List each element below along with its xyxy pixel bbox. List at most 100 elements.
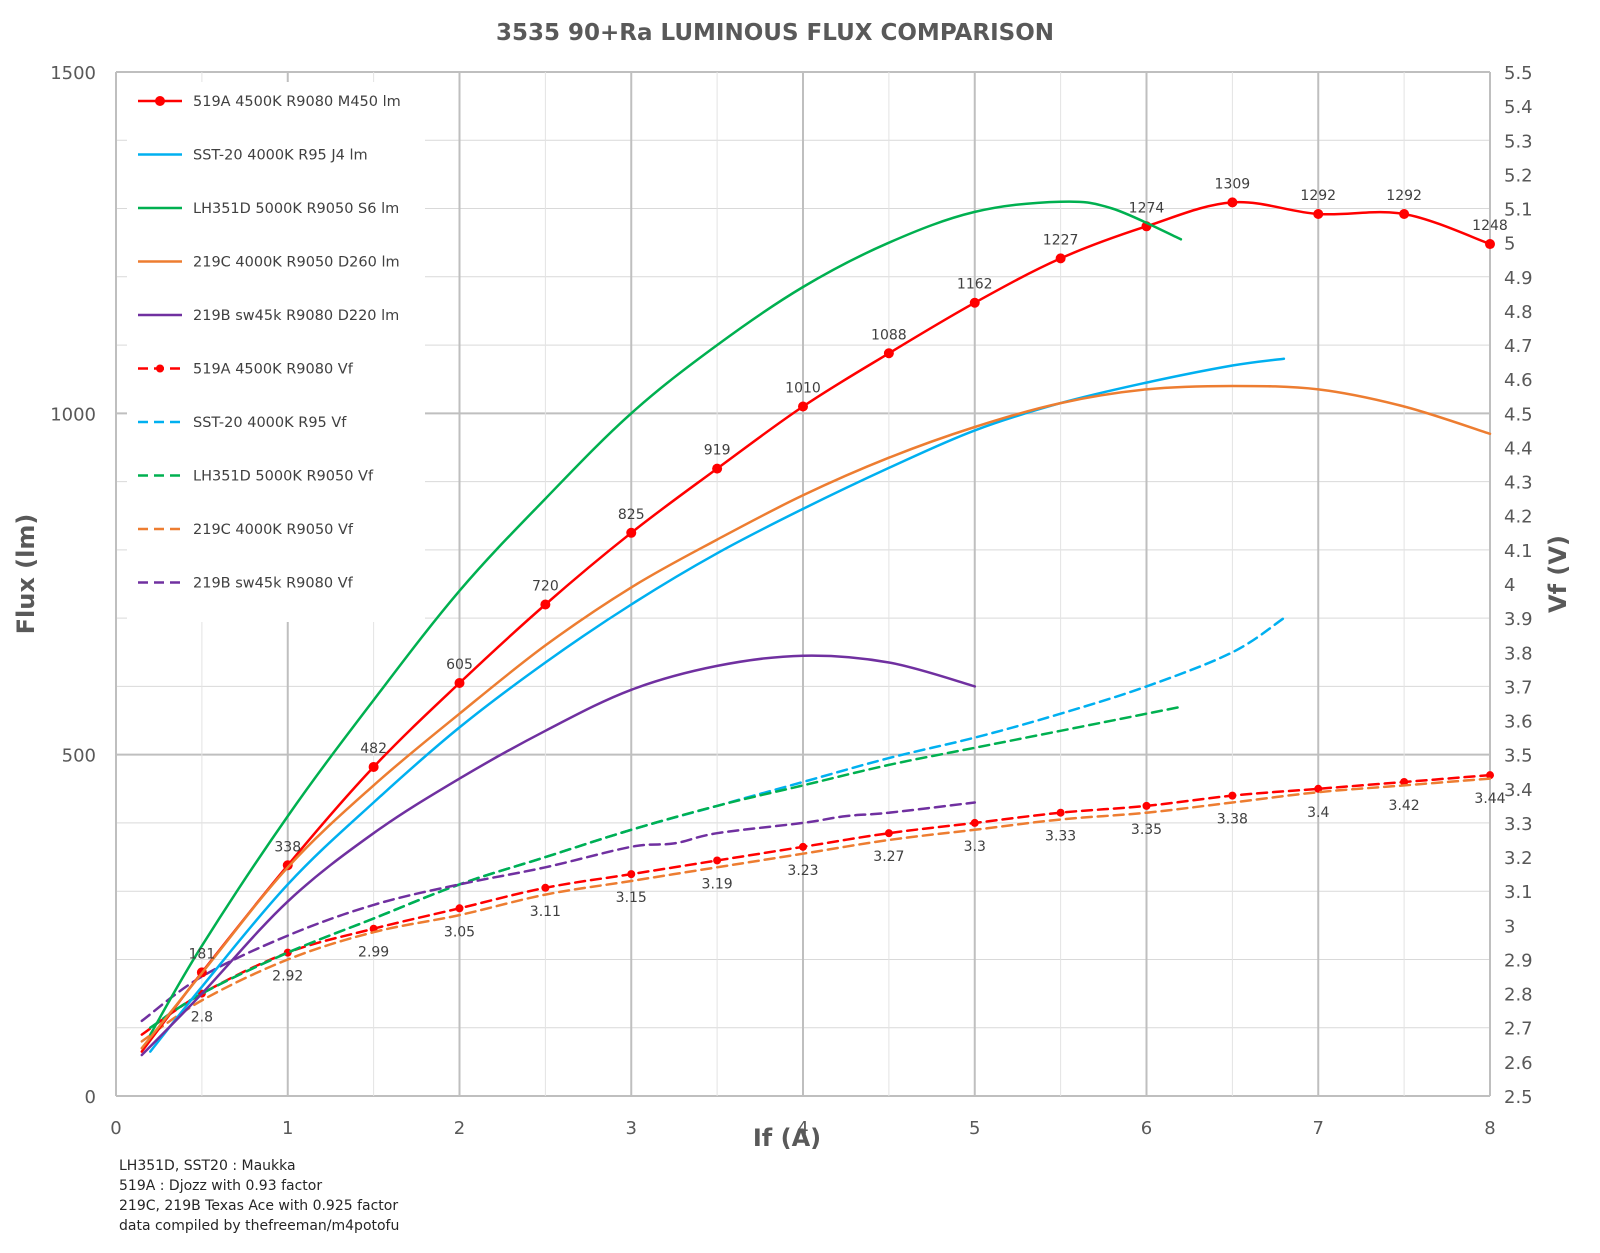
y-tick-label: 1000 — [50, 404, 96, 425]
data-label: 3.23 — [787, 863, 818, 879]
data-point — [626, 527, 637, 538]
legend-label: 219C 4000K R9050 Vf — [193, 522, 354, 538]
series-line — [140, 654, 977, 1057]
series-2 — [149, 200, 1183, 1036]
legend: 519A 4500K R9080 M450 lm SST-20 4000K R95… — [138, 94, 401, 592]
series-line — [140, 801, 977, 1023]
y2-tick-label: 4.7 — [1504, 336, 1533, 357]
data-point — [1142, 801, 1151, 810]
y2-tick-label: 4.5 — [1504, 404, 1533, 425]
y2-tick-label: 2.7 — [1504, 1019, 1533, 1040]
y2-tick-label: 3.4 — [1504, 780, 1533, 801]
y2-tick-label: 2.5 — [1504, 1087, 1533, 1108]
data-label: 3.15 — [616, 890, 647, 906]
y2-tick-label: 4.4 — [1504, 438, 1533, 459]
data-point — [798, 401, 808, 412]
source-note: data compiled by thefreeman/m4potofu — [119, 1218, 399, 1234]
y-tick-label: 1500 — [50, 63, 96, 84]
y2-axis-label: Vf (V) — [1544, 535, 1572, 613]
legend-label: 519A 4500K R9080 Vf — [193, 362, 354, 378]
x-tick-label: 3 — [626, 1118, 637, 1139]
y2-tick-label: 4 — [1504, 575, 1515, 596]
data-label: 1088 — [871, 327, 907, 343]
legend-label: LH351D 5000K R9050 S6 lm — [193, 201, 399, 217]
data-label: 3.4 — [1307, 805, 1329, 821]
data-point — [540, 599, 551, 610]
data-label: 181 — [189, 946, 216, 962]
data-label: 338 — [274, 839, 301, 855]
series-4 — [140, 654, 977, 1057]
data-point — [1486, 771, 1494, 780]
data-label: 1292 — [1386, 188, 1422, 204]
y2-tick-label: 5 — [1504, 234, 1515, 255]
series-7 — [149, 705, 1183, 1029]
data-point — [712, 463, 723, 474]
data-label: 2.8 — [191, 1010, 213, 1026]
legend-label: 219C 4000K R9050 D260 lm — [193, 255, 400, 271]
chart-title: 3535 90+Ra LUMINOUS FLUX COMPARISON — [496, 20, 1054, 46]
data-label: 482 — [360, 741, 387, 757]
x-tick-label: 4 — [797, 1118, 808, 1139]
y-tick-label: 0 — [85, 1087, 96, 1108]
data-label: 3.27 — [873, 849, 904, 865]
series-0 — [140, 197, 1495, 1053]
data-label: 3.11 — [530, 904, 561, 920]
y2-tick-label: 4.8 — [1504, 302, 1533, 323]
data-point — [1399, 208, 1410, 219]
data-label: 1292 — [1300, 188, 1336, 204]
data-label: 605 — [446, 657, 473, 673]
y2-tick-label: 3.8 — [1504, 643, 1533, 664]
series-8 — [140, 777, 1492, 1043]
legend-label: 219B sw45k R9080 Vf — [193, 576, 354, 592]
y2-tick-label: 5.3 — [1504, 131, 1533, 152]
data-point — [969, 297, 980, 308]
series-line — [149, 357, 1286, 1053]
data-point — [455, 904, 464, 913]
data-point — [1227, 197, 1238, 208]
y2-tick-label: 3 — [1504, 916, 1515, 937]
data-point — [713, 856, 722, 865]
legend-marker — [156, 364, 164, 373]
series-line — [140, 200, 1492, 1053]
legend-background — [127, 82, 425, 622]
legend-label: SST-20 4000K R95 J4 lm — [193, 148, 368, 164]
data-label: 2.99 — [358, 945, 389, 961]
legend-label: LH351D 5000K R9050 Vf — [193, 469, 374, 485]
series-line — [149, 705, 1183, 1029]
y2-tick-label: 2.6 — [1504, 1053, 1533, 1074]
data-label: 3.33 — [1045, 829, 1076, 845]
data-point — [970, 818, 979, 827]
data-point — [1485, 239, 1495, 250]
data-label: 919 — [704, 443, 731, 459]
source-note: 219C, 219B Texas Ace with 0.925 factor — [119, 1198, 398, 1214]
y2-tick-label: 3.5 — [1504, 746, 1533, 767]
data-label: 1010 — [785, 381, 821, 397]
data-point — [282, 860, 293, 871]
data-point — [454, 677, 465, 688]
x-axis-label: If (A) — [753, 1124, 821, 1152]
data-label: 2.92 — [272, 969, 303, 985]
data-point — [1400, 777, 1409, 786]
data-label: 3.42 — [1389, 798, 1420, 814]
y2-tick-label: 4.2 — [1504, 507, 1533, 528]
x-tick-label: 8 — [1484, 1118, 1495, 1139]
data-label: 3.38 — [1217, 812, 1248, 828]
y2-tick-label: 5.2 — [1504, 165, 1533, 186]
data-point — [1313, 208, 1324, 219]
data-label: 1274 — [1129, 200, 1165, 216]
series-line — [140, 777, 1492, 1043]
source-note: 519A : Djozz with 0.93 factor — [119, 1178, 322, 1194]
data-label: 720 — [532, 578, 559, 594]
y2-tick-label: 5.4 — [1504, 97, 1533, 118]
data-point — [627, 870, 636, 879]
y2-tick-label: 3.1 — [1504, 882, 1533, 903]
y2-tick-label: 3.6 — [1504, 712, 1533, 733]
series-line — [140, 384, 1492, 1050]
data-label: 1248 — [1472, 218, 1508, 234]
series-1 — [149, 357, 1286, 1053]
x-tick-label: 0 — [110, 1118, 121, 1139]
data-label: 3.05 — [444, 924, 475, 940]
y2-tick-label: 3.3 — [1504, 814, 1533, 835]
y2-tick-label: 4.1 — [1504, 541, 1533, 562]
